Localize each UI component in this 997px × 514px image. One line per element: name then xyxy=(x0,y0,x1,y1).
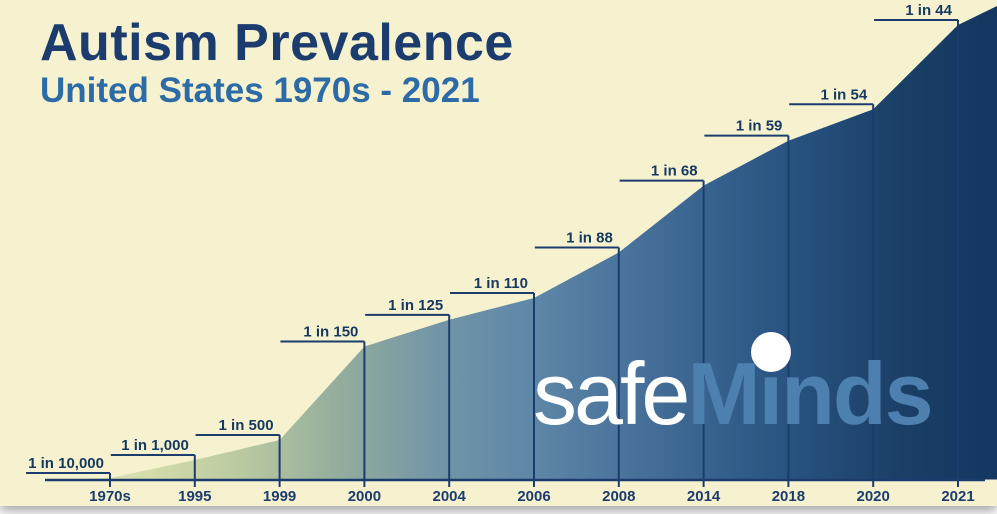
data-label: 1 in 68 xyxy=(651,163,698,180)
data-label: 1 in 59 xyxy=(736,118,783,135)
data-label: 1 in 54 xyxy=(820,86,867,103)
x-axis-label: 1970s xyxy=(89,488,131,505)
data-label: 1 in 88 xyxy=(566,230,613,247)
x-axis-label: 2000 xyxy=(348,488,381,505)
title-block: Autism Prevalence United States 1970s - … xyxy=(40,16,514,109)
safeminds-logo: safeMinds xyxy=(533,332,934,438)
chart-title: Autism Prevalence xyxy=(40,14,514,72)
x-axis-label: 2018 xyxy=(772,488,805,505)
data-label: 1 in 125 xyxy=(388,297,443,314)
x-axis-label: 2020 xyxy=(857,488,890,505)
data-label: 1 in 500 xyxy=(219,417,274,434)
data-label: 1 in 150 xyxy=(303,324,358,341)
data-label: 1 in 10,000 xyxy=(28,455,104,472)
x-axis-label: 2008 xyxy=(602,488,635,505)
data-label: 1 in 1,000 xyxy=(121,437,189,454)
data-label: 1 in 44 xyxy=(905,2,952,19)
logo-i-dot-circle xyxy=(751,332,791,372)
x-axis-label: 2021 xyxy=(941,488,974,505)
x-axis-label: 2004 xyxy=(433,488,467,505)
logo-minds-text: Minds xyxy=(687,344,933,443)
logo-safe-text: safe xyxy=(533,344,690,443)
data-label: 1 in 110 xyxy=(474,275,528,292)
x-axis-label: 2006 xyxy=(517,488,550,505)
x-axis-label: 1995 xyxy=(178,488,211,505)
x-axis-label: 2014 xyxy=(687,488,721,505)
x-axis-label: 1999 xyxy=(263,488,296,505)
chart-subtitle: United States 1970s - 2021 xyxy=(40,70,480,110)
